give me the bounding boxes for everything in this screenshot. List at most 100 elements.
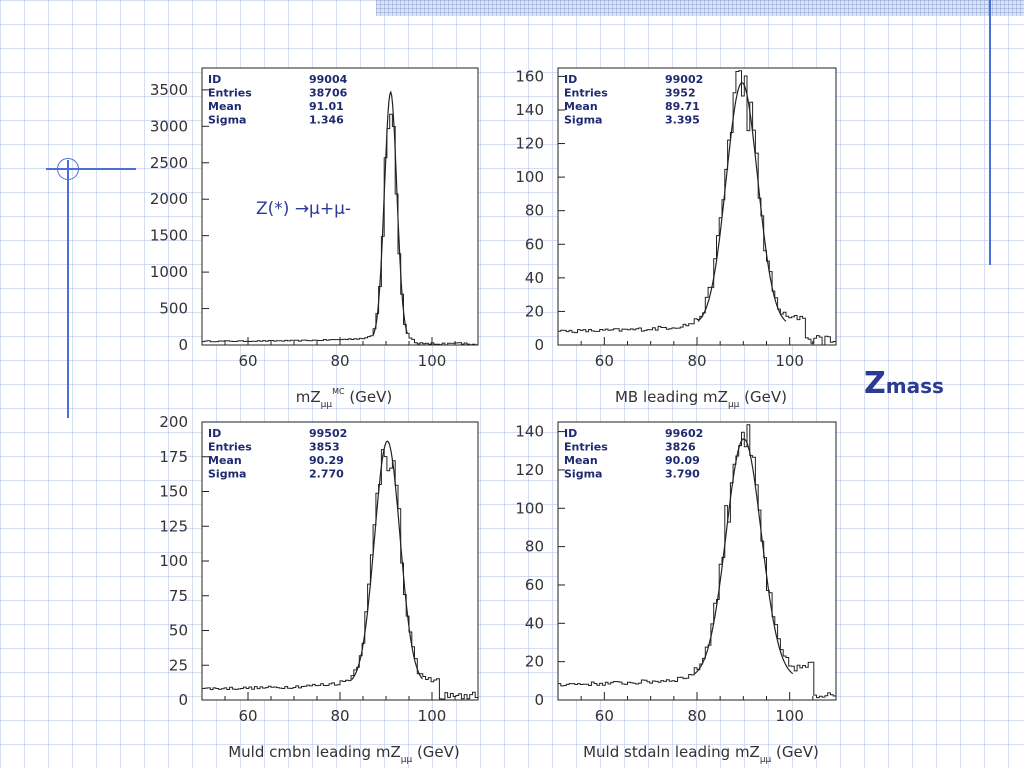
y-tick-label: 80 [525,538,544,556]
y-tick-label: 40 [525,614,544,632]
y-tick-label: 60 [525,235,544,253]
x-tick-label: 100 [418,707,447,725]
gaussian-fit-curve [351,440,423,680]
horizontal-rule-left [46,168,136,170]
y-tick-label: 80 [525,202,544,220]
plot-frame [557,67,837,346]
histogram-bins [558,70,836,346]
stat-key: Entries [564,87,608,100]
y-tick-label: 1000 [150,263,188,281]
gaussian-fit-curve [694,438,794,675]
stat-value: 3826 [665,441,696,454]
y-tick-label: 125 [159,517,188,535]
vertical-rule-left [67,160,69,418]
y-tick-label: 40 [525,269,544,287]
stat-value: 99602 [665,427,703,440]
x-axis-label: Muld stdaln leading mZμμ (GeV) [583,743,819,765]
y-tick-label: 175 [159,448,188,466]
x-tick-label: 60 [238,352,257,370]
plot-frame [557,421,837,701]
stat-key: ID [208,427,221,440]
histogram-bins [202,449,478,700]
x-axis-label: Muld cmbn leading mZμμ (GeV) [228,743,460,765]
x-tick-label: 100 [418,352,447,370]
y-tick-label: 160 [515,67,544,85]
stat-value: 90.09 [665,454,700,467]
stat-key: ID [564,73,577,86]
stat-value: 38706 [309,87,348,100]
z-mass-sub: mass [885,374,944,398]
stat-value: 3853 [309,441,340,454]
histogram-panel-4: 0 20 40 60 80 100 120 140 60 80 100 Muld stdaln lea… [515,421,837,765]
y-tick-label: 140 [515,423,544,441]
y-tick-label: 1500 [150,227,188,245]
x-axis-label: MB leading mZμμ (GeV) [615,388,787,410]
gaussian-fit-curve [697,82,787,322]
stat-key: Mean [564,100,598,113]
stat-key: Sigma [564,114,602,127]
y-tick-label: 20 [525,302,544,320]
y-tick-label: 60 [525,576,544,594]
stat-value: 3.790 [665,468,700,481]
x-tick-label: 80 [330,707,349,725]
stat-key: Entries [564,441,608,454]
y-tick-label: 100 [159,552,188,570]
y-tick-label: 2500 [150,154,188,172]
y-tick-label: 100 [515,499,544,517]
x-tick-label: 100 [775,707,804,725]
y-tick-label: 0 [534,336,544,354]
stat-key: Sigma [208,468,246,481]
x-tick-label: 60 [595,352,614,370]
stat-key: ID [564,427,577,440]
stat-key: Sigma [208,114,246,127]
stat-key: Mean [208,454,242,467]
x-tick-label: 100 [775,352,804,370]
y-tick-label: 0 [178,336,188,354]
stat-value: 2.770 [309,468,344,481]
y-tick-label: 3500 [150,81,188,99]
stat-value: 99004 [309,73,348,86]
stat-key: Sigma [564,468,602,481]
x-tick-label: 80 [330,352,349,370]
stat-value: 1.346 [309,114,344,127]
stat-value: 89.71 [665,100,700,113]
y-tick-label: 100 [515,168,544,186]
y-tick-label: 2000 [150,190,188,208]
stat-key: Mean [208,100,242,113]
stat-value: 91.01 [309,100,344,113]
stat-value: 90.29 [309,454,344,467]
y-tick-label: 3000 [150,117,188,135]
stat-key: Entries [208,441,252,454]
stat-value: 3952 [665,87,696,100]
stat-value: 99002 [665,73,703,86]
stat-value: 99502 [309,427,347,440]
circle-decoration [57,158,79,180]
x-tick-label: 60 [595,707,614,725]
y-tick-label: 0 [534,691,544,709]
vertical-rule-right [989,0,991,265]
y-tick-label: 140 [515,101,544,119]
y-tick-label: 120 [515,135,544,153]
histogram-panel-1: 0 500 1000 1500 2000 2500 3000 3500 60 80 100 mZμμM… [150,67,479,410]
y-tick-label: 200 [159,413,188,431]
x-axis-label: mZμμMC (GeV) [296,387,392,410]
x-tick-label: 80 [687,352,706,370]
process-annotation: Z(*) →μ+μ- [256,199,351,219]
y-tick-label: 50 [169,622,188,640]
z-mass-label: Zmass [864,366,944,401]
stat-key: Mean [564,454,598,467]
plot-frame [201,421,479,701]
plot-frame [201,67,479,346]
top-decoration-band [376,0,1024,16]
y-tick-label: 150 [159,483,188,501]
histogram-bins [202,113,478,346]
stat-value: 3.395 [665,114,700,127]
y-tick-label: 120 [515,461,544,479]
y-tick-label: 500 [159,300,188,318]
stat-key: Entries [208,87,252,100]
y-tick-label: 25 [169,656,188,674]
histogram-panel-3: 0 25 50 75 100 125 150 175 200 60 80 100 Muld cmbn l… [159,413,479,765]
z-mass-main: Z [864,366,886,401]
gaussian-fit-curve [372,90,408,336]
